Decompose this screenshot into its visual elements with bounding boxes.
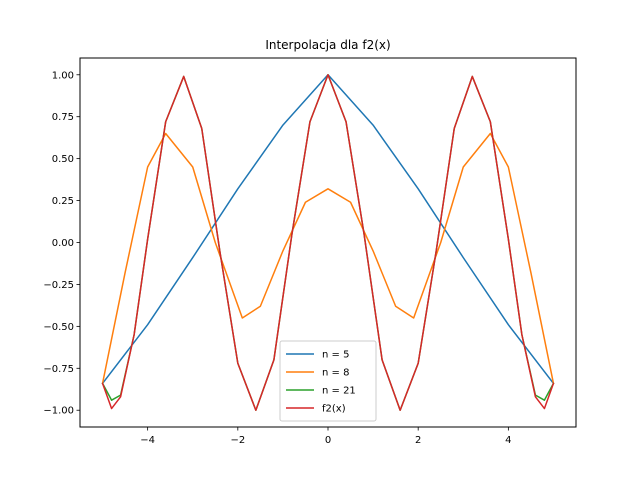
x-axis: −4 −2 0 2 4 bbox=[140, 427, 512, 446]
y-tick-label: −0.50 bbox=[43, 322, 74, 333]
x-tick-label: −4 bbox=[140, 435, 155, 446]
legend-box bbox=[279, 340, 377, 422]
y-tick-label: −0.75 bbox=[43, 364, 74, 375]
legend: n = 5 n = 8 n = 21 f2(x) bbox=[279, 340, 377, 422]
x-tick-label: 2 bbox=[415, 435, 421, 446]
series-line-4 bbox=[101, 74, 555, 411]
y-tick-label: 1.00 bbox=[52, 70, 74, 81]
y-axis: −1.00 −0.75 −0.50 −0.25 0.00 0.25 0.50 0.75 1.00 bbox=[43, 70, 80, 417]
series-line-2 bbox=[101, 132, 555, 385]
x-tick-label: 4 bbox=[505, 435, 511, 446]
x-tick-label: 0 bbox=[325, 435, 331, 446]
legend-label-1: n = 5 bbox=[322, 350, 349, 361]
legend-label-4: f2(x) bbox=[322, 404, 346, 415]
y-tick-label: 0.50 bbox=[52, 154, 74, 165]
x-tick-label: −2 bbox=[230, 435, 245, 446]
y-tick-label: 0.75 bbox=[52, 112, 74, 123]
chart-title: Interpolacja dla f2(x) bbox=[265, 38, 390, 52]
y-tick-label: 0.25 bbox=[52, 196, 74, 207]
legend-label-2: n = 8 bbox=[322, 368, 349, 379]
y-tick-label: −0.25 bbox=[43, 280, 74, 291]
y-tick-label: 0.00 bbox=[52, 238, 74, 249]
y-tick-label: −1.00 bbox=[43, 406, 74, 417]
legend-label-3: n = 21 bbox=[322, 386, 356, 397]
series-lines bbox=[101, 74, 555, 411]
